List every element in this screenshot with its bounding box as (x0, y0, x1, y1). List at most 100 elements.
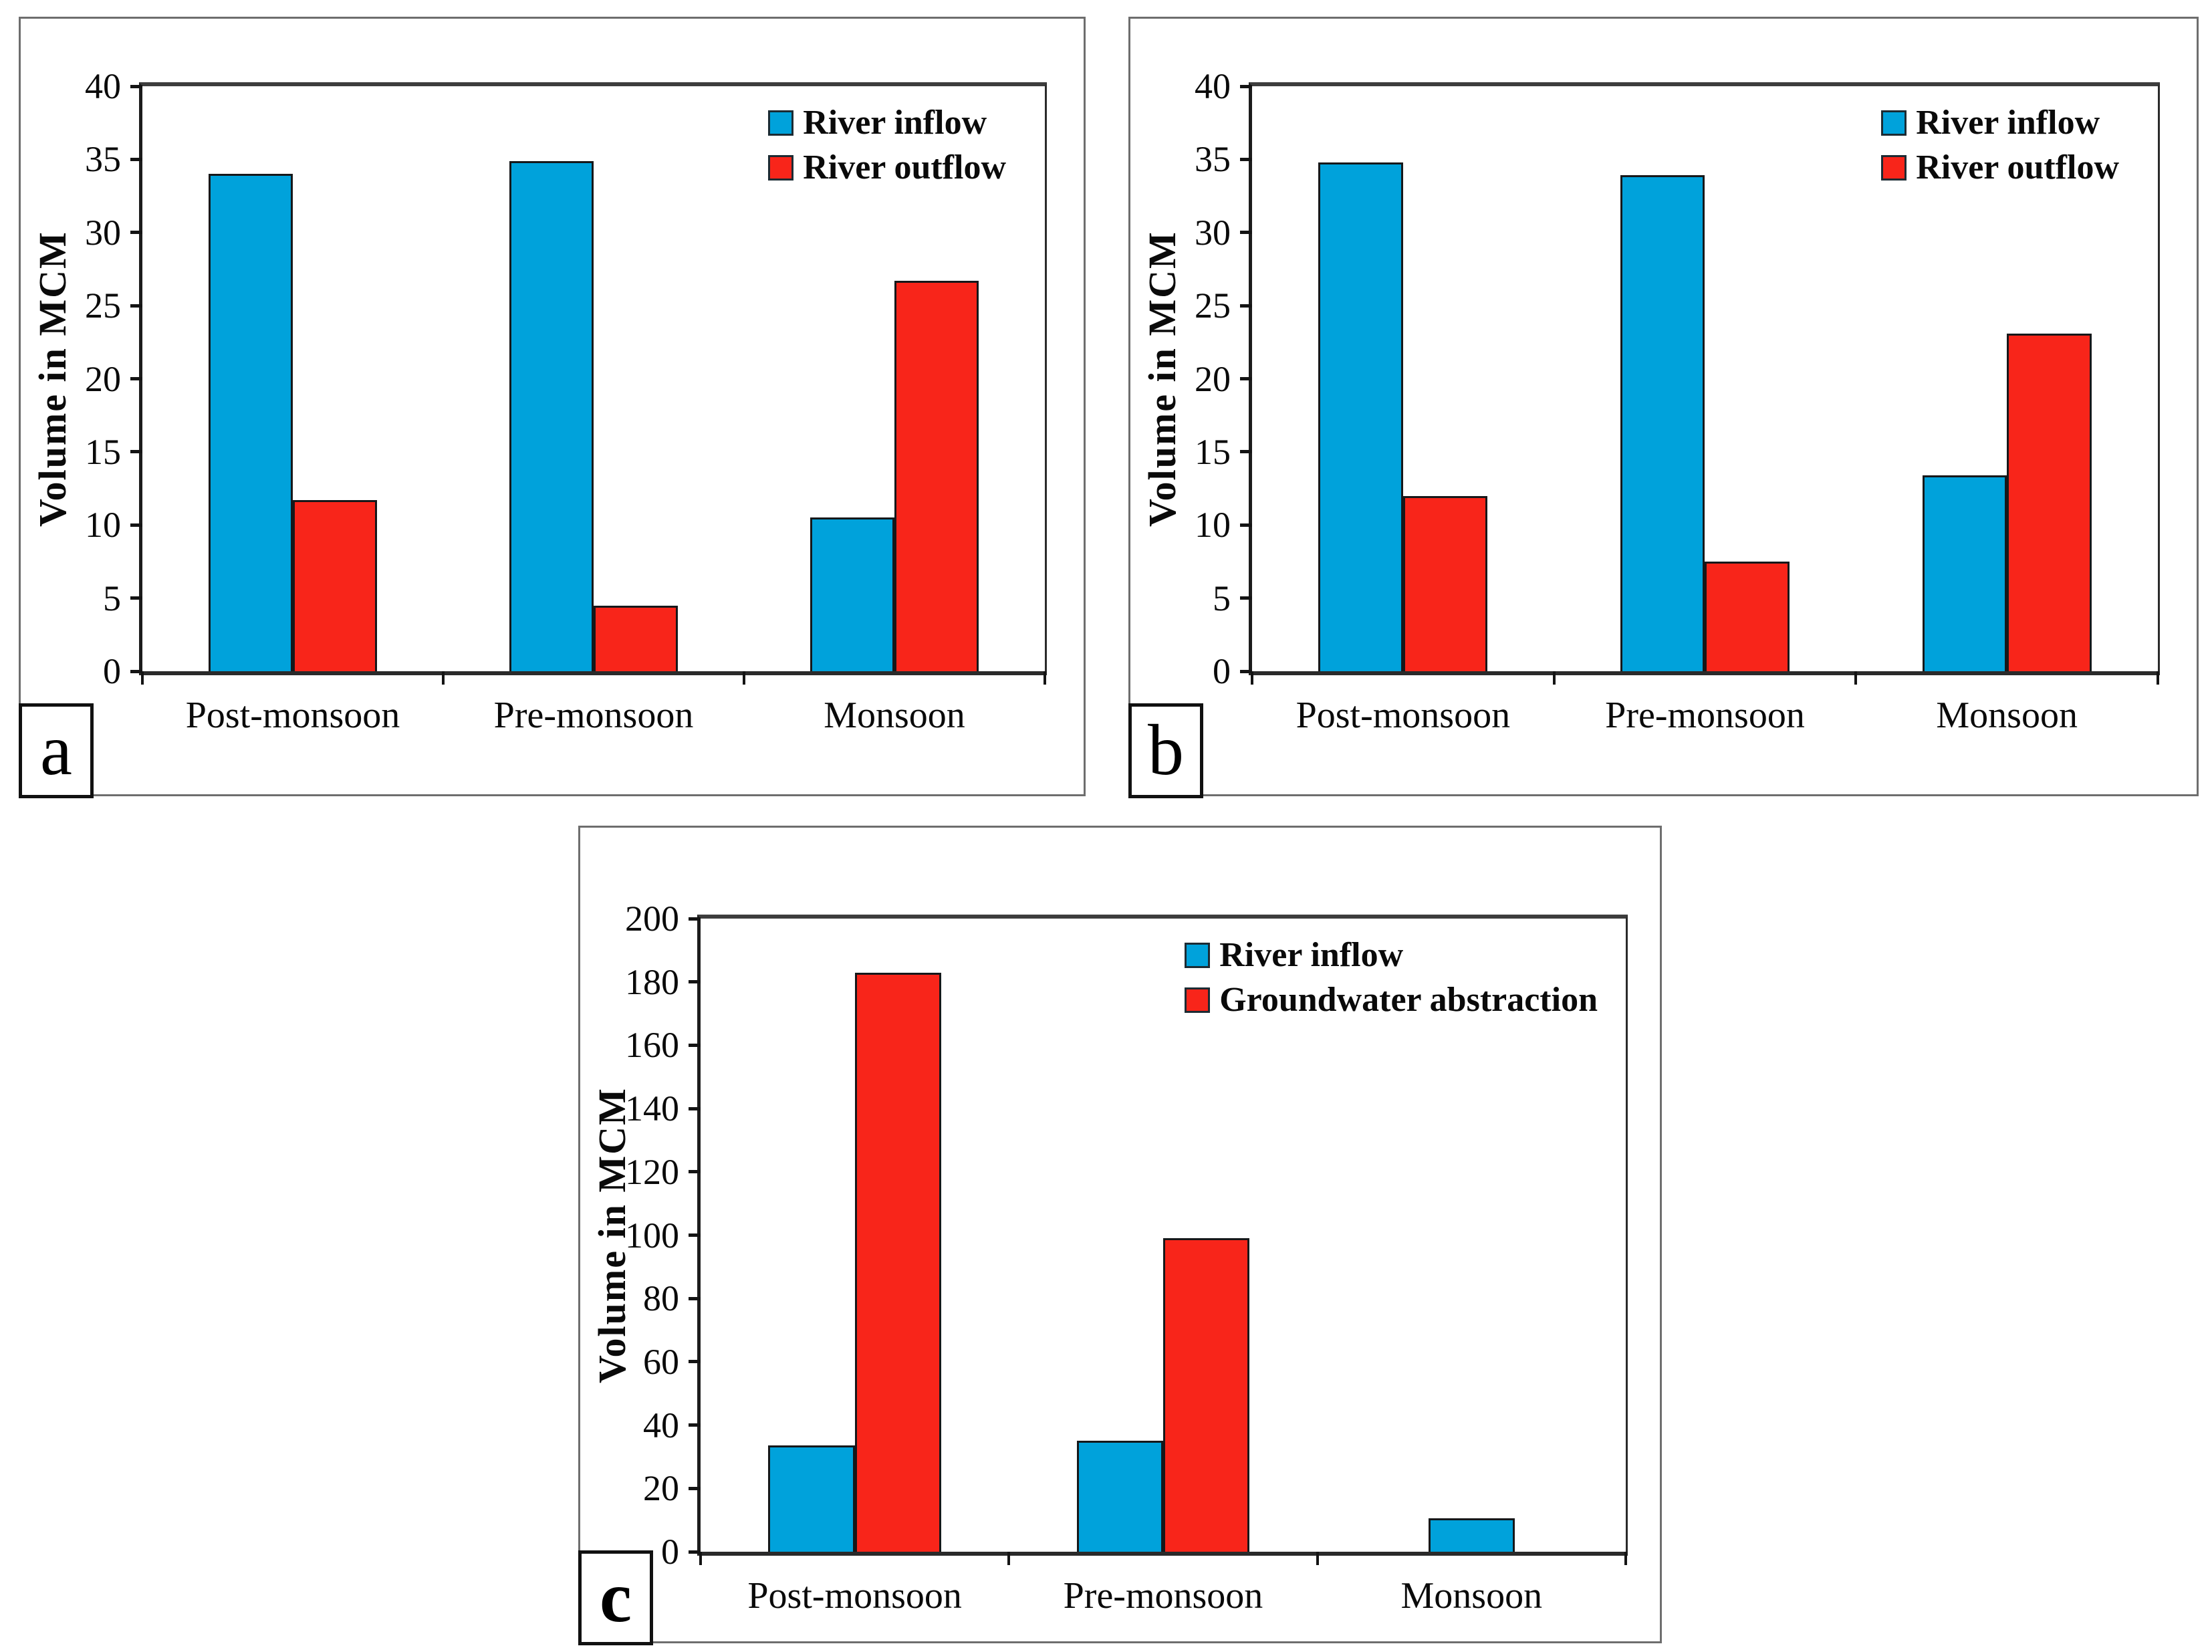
bar-river-outflow-monsoon (894, 280, 979, 671)
legend-swatch-icon (1881, 110, 1907, 136)
bar-group-monsoon (1318, 919, 1626, 1552)
plot-area-c: 0 20 40 60 80 100 120 140 160 180 200 River inflow… (625, 901, 1628, 1617)
x-axis-category-labels: Post-monsoon Pre-monsoon Monsoon (1252, 694, 2158, 737)
x-tick-mark (1624, 1552, 1627, 1565)
legend-swatch-icon (768, 110, 794, 136)
y-tick-label: 0 (661, 1532, 679, 1572)
legend-item-river-inflow: River inflow (1185, 936, 1598, 974)
y-tick-label: 40 (85, 66, 121, 106)
y-tick-10: 10 (51, 507, 142, 543)
x-tick-mark (1316, 1552, 1319, 1565)
x-axis-category-labels: Post-monsoon Pre-monsoon Monsoon (701, 1574, 1626, 1617)
y-tick-200: 200 (610, 901, 701, 937)
bar-river-outflow-pre-monsoon (1705, 561, 1790, 671)
bar-group-post-monsoon (1252, 86, 1554, 671)
bar-river-outflow-post-monsoon (1402, 495, 1488, 671)
bar-river-inflow-monsoon (810, 517, 894, 671)
bar-group-monsoon (744, 86, 1045, 671)
bar-river-inflow-pre-monsoon (1076, 1441, 1163, 1552)
y-tick-mark (689, 1423, 701, 1427)
y-tick-20: 20 (610, 1470, 701, 1506)
x-category-label-monsoon: Monsoon (1936, 695, 2078, 736)
y-tick-mark (689, 1043, 701, 1047)
legend-label: River inflow (803, 104, 987, 142)
bar-river-inflow-monsoon (1428, 1518, 1515, 1552)
y-tick-label: 15 (1195, 431, 1231, 472)
x-tick-mark (1552, 671, 1556, 685)
y-tick-40: 40 (1161, 68, 1252, 104)
y-tick-30: 30 (51, 215, 142, 251)
x-category-label-post-monsoon: Post-monsoon (185, 695, 400, 736)
y-tick-100: 100 (610, 1217, 701, 1254)
y-tick-label: 160 (625, 1025, 679, 1066)
y-tick-5: 5 (51, 580, 142, 616)
y-tick-0: 0 (1161, 653, 1252, 689)
legend-swatch-icon (1185, 987, 1211, 1013)
bar-river-outflow-pre-monsoon (594, 605, 678, 671)
y-tick-label: 5 (103, 578, 121, 618)
y-tick-0: 0 (51, 653, 142, 689)
y-tick-mark (689, 1360, 701, 1364)
y-tick-mark (689, 1106, 701, 1110)
legend-label: River outflow (1916, 148, 2119, 187)
x-axis-category-labels: Post-monsoon Pre-monsoon Monsoon (142, 694, 1045, 737)
y-tick-mark (130, 84, 142, 88)
plot-area-a: 0 5 10 15 20 25 30 35 40 River inflow River outfl… (85, 68, 1047, 736)
legend-item-river-outflow: River outflow (768, 148, 1006, 187)
y-tick-mark (130, 304, 142, 308)
y-tick-label: 140 (625, 1088, 679, 1129)
legend: River inflow River outflow (1881, 104, 2119, 187)
bar-river-inflow-monsoon (1922, 475, 2007, 671)
chart-panel-b: Volume in MCM 0 5 10 15 20 25 30 35 40 River inf… (1128, 17, 2199, 798)
y-tick-mark (1240, 84, 1252, 88)
y-tick-label: 60 (643, 1341, 679, 1382)
x-tick-mark (699, 1552, 702, 1565)
bar-river-outflow-monsoon (2007, 333, 2092, 671)
panel-letter-a: a (19, 703, 94, 798)
y-tick-180: 180 (610, 964, 701, 1000)
y-tick-label: 20 (1195, 358, 1231, 399)
x-tick-mark (743, 671, 745, 685)
y-tick-label: 15 (85, 431, 121, 472)
y-tick-label: 180 (625, 961, 679, 1002)
y-tick-10: 10 (1161, 507, 1252, 543)
legend-swatch-icon (1881, 154, 1907, 181)
x-category-label-pre-monsoon: Pre-monsoon (1063, 1575, 1263, 1617)
y-tick-label: 30 (1195, 212, 1231, 253)
y-tick-mark (130, 596, 142, 600)
bar-group-pre-monsoon (443, 86, 744, 671)
chart-panel-a: Volume in MCM 0 5 10 15 20 25 30 35 40 River inf… (19, 17, 1086, 798)
y-tick-label: 0 (1213, 651, 1231, 691)
bar-group-post-monsoon (142, 86, 443, 671)
y-tick-160: 160 (610, 1027, 701, 1063)
y-tick-mark (1240, 231, 1252, 235)
y-tick-40: 40 (51, 68, 142, 104)
legend-item-river-inflow: River inflow (1881, 104, 2119, 142)
y-tick-120: 120 (610, 1154, 701, 1190)
y-tick-20: 20 (51, 361, 142, 397)
legend: River inflow River outflow (768, 104, 1006, 187)
panel-letter-c: c (578, 1550, 653, 1645)
x-tick-mark (2157, 671, 2159, 685)
y-tick-label: 20 (85, 358, 121, 399)
y-tick-mark (689, 917, 701, 921)
bar-river-inflow-post-monsoon (209, 174, 293, 671)
y-tick-mark (1240, 377, 1252, 380)
y-tick-15: 15 (1161, 434, 1252, 470)
y-tick-mark (130, 669, 142, 673)
y-tick-label: 10 (85, 505, 121, 546)
bar-group-pre-monsoon (1554, 86, 1856, 671)
y-tick-mark (1240, 450, 1252, 454)
legend-label: River inflow (1916, 104, 2100, 142)
x-tick-mark (1251, 671, 1253, 685)
y-tick-15: 15 (51, 434, 142, 470)
bar-group-monsoon (1856, 86, 2158, 671)
y-tick-mark (689, 980, 701, 984)
panel-letter-b: b (1128, 703, 1203, 798)
y-tick-60: 60 (610, 1344, 701, 1380)
y-tick-label: 120 (625, 1151, 679, 1192)
y-tick-mark (130, 231, 142, 235)
legend-label: River outflow (803, 148, 1006, 187)
legend-label: River inflow (1219, 936, 1404, 974)
y-tick-mark (1240, 523, 1252, 527)
